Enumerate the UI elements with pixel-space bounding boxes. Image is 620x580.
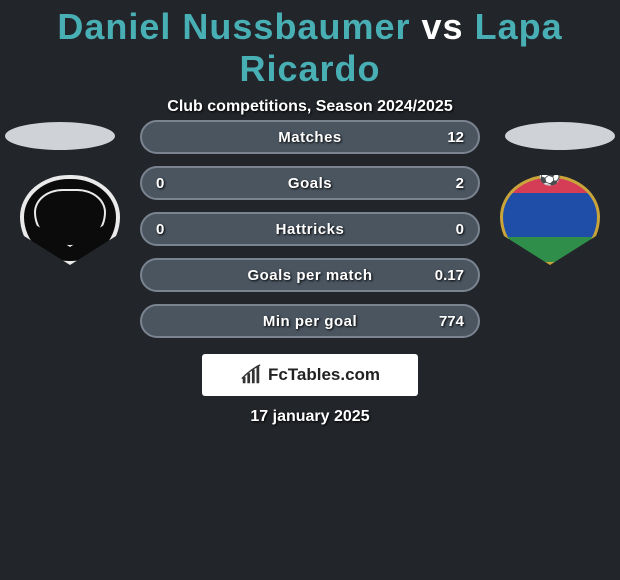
- brand-badge: FcTables.com: [202, 354, 418, 396]
- club-badge-left: [20, 175, 120, 265]
- player1-disc: [5, 122, 115, 150]
- page-title: Daniel Nussbaumer vs Lapa Ricardo: [0, 0, 620, 90]
- stat-label: Hattricks: [142, 221, 478, 238]
- stat-row: 0Goals2: [140, 166, 480, 200]
- stat-row: Matches12: [140, 120, 480, 154]
- brand-text: FcTables.com: [268, 365, 380, 385]
- stat-value-right: 12: [447, 129, 464, 146]
- stat-value-left: 0: [156, 221, 164, 238]
- title-player1: Daniel Nussbaumer: [57, 6, 410, 47]
- stat-label: Matches: [142, 129, 478, 146]
- player2-disc: [505, 122, 615, 150]
- club-badge-right: [500, 175, 600, 265]
- stat-row: Min per goal774: [140, 304, 480, 338]
- date-text: 17 january 2025: [0, 408, 620, 426]
- subtitle: Club competitions, Season 2024/2025: [0, 98, 620, 116]
- stat-value-right: 2: [456, 175, 464, 192]
- title-vs: vs: [422, 6, 464, 47]
- stat-value-right: 0.17: [435, 267, 464, 284]
- stat-label: Goals: [142, 175, 478, 192]
- stat-value-right: 0: [456, 221, 464, 238]
- stat-label: Goals per match: [142, 267, 478, 284]
- stat-row: Goals per match0.17: [140, 258, 480, 292]
- stats-table: Matches120Goals20Hattricks0Goals per mat…: [140, 120, 480, 350]
- stat-value-left: 0: [156, 175, 164, 192]
- stat-label: Min per goal: [142, 313, 478, 330]
- stat-value-right: 774: [439, 313, 464, 330]
- chart-icon: [240, 364, 262, 386]
- stat-row: 0Hattricks0: [140, 212, 480, 246]
